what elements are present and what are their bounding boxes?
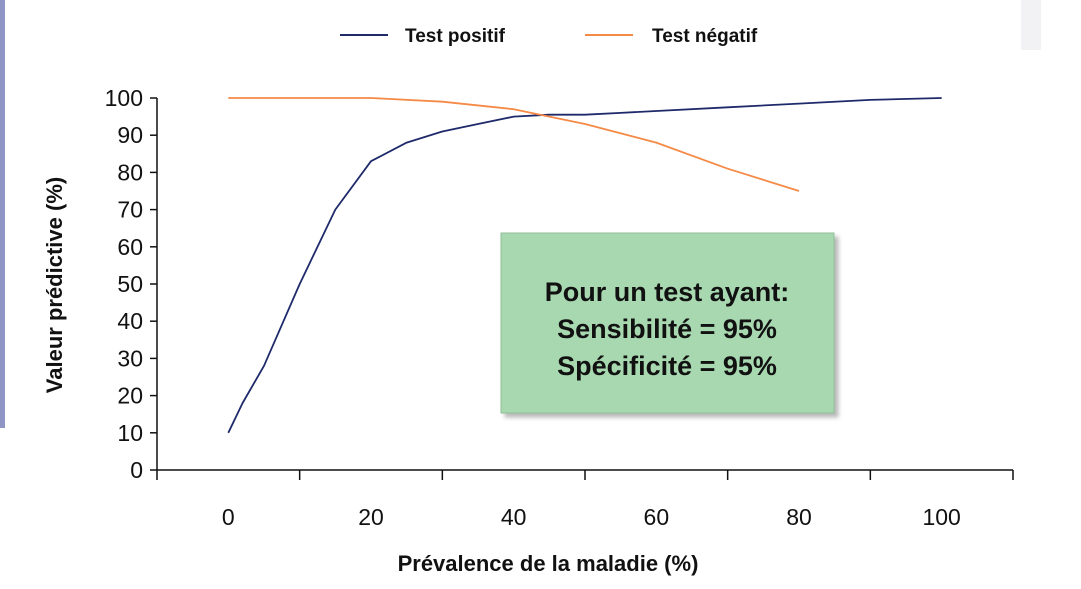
- annotation-line-1: Pour un test ayant:: [545, 277, 790, 307]
- y-tick-label-80: 80: [117, 159, 143, 185]
- series-line-test-positif: [227, 97, 942, 434]
- y-tick-label-70: 70: [117, 197, 143, 223]
- slide-side-bar: [0, 0, 5, 428]
- x-tick-label-40: 40: [501, 504, 527, 530]
- y-tick-label-60: 60: [117, 234, 143, 260]
- y-axis-title: Valeur prédictive (%): [42, 177, 67, 393]
- y-tick-label-40: 40: [117, 308, 143, 334]
- annotation-box: Pour un test ayant: Sensibilité = 95% Sp…: [500, 232, 835, 414]
- x-tick-label-20: 20: [358, 504, 384, 530]
- legend-label-test-positif: Test positif: [405, 26, 506, 47]
- y-tick-label-0: 0: [130, 457, 143, 483]
- slide-corner-shade: [1021, 0, 1041, 50]
- x-tick-label-100: 100: [922, 504, 960, 530]
- x-tick-label-0: 0: [222, 504, 235, 530]
- x-tick-label-80: 80: [786, 504, 812, 530]
- annotation-background: [500, 232, 835, 414]
- legend-label-test-negatif: Test négatif: [652, 26, 758, 47]
- x-axis-title: Prévalence de la maladie (%): [398, 551, 699, 576]
- y-tick-label-90: 90: [117, 122, 143, 148]
- chart-legend: Test positif Test négatif: [340, 26, 758, 47]
- annotation-line-3: Spécificité = 95%: [557, 351, 777, 381]
- y-axis-ticks: 0 10 20 30 40 50 60 70 80 90 100: [105, 85, 157, 483]
- y-tick-label-30: 30: [117, 345, 143, 371]
- y-tick-label-20: 20: [117, 383, 143, 409]
- y-tick-label-10: 10: [117, 420, 143, 446]
- series-line-test-negatif: [228, 97, 800, 192]
- x-axis-ticks: 0 20 40 60 80 100: [156, 470, 1014, 530]
- y-tick-label-50: 50: [117, 271, 143, 297]
- annotation-line-2: Sensibilité = 95%: [557, 314, 777, 344]
- y-tick-label-100: 100: [105, 85, 143, 111]
- x-tick-label-60: 60: [644, 504, 670, 530]
